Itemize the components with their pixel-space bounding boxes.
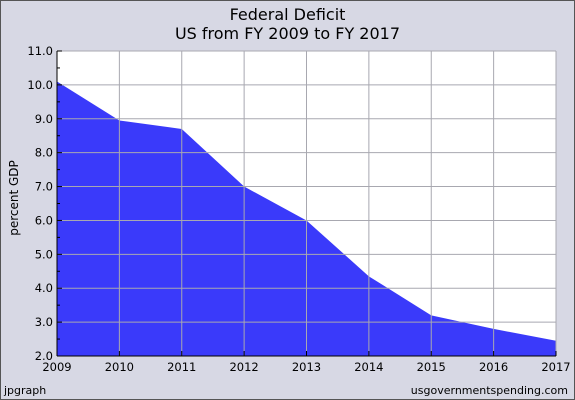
- x-tick-label: 2017: [541, 360, 570, 374]
- y-tick-label: 2.0: [35, 349, 53, 363]
- y-tick-label: 6.0: [35, 213, 53, 227]
- chart-subtitle: US from FY 2009 to FY 2017: [174, 24, 401, 43]
- y-tick-label: 11.0: [27, 44, 53, 58]
- footer-source: usgovernmentspending.com: [410, 384, 568, 397]
- x-tick-label: 2014: [354, 360, 383, 374]
- y-tick-label: 10.0: [27, 78, 53, 92]
- x-tick-label: 2012: [229, 360, 258, 374]
- x-tick-label: 2011: [167, 360, 196, 374]
- footer-credit: jpgraph: [4, 384, 47, 397]
- y-tick-label: 8.0: [35, 146, 53, 160]
- y-tick-label: 5.0: [35, 247, 53, 261]
- x-tick-label: 2015: [417, 360, 446, 374]
- x-tick-label: 2010: [105, 360, 134, 374]
- x-tick-label: 2009: [42, 360, 71, 374]
- y-tick-label: 7.0: [35, 180, 53, 194]
- y-tick-label: 3.0: [35, 315, 53, 329]
- y-tick-label: 9.0: [35, 112, 53, 126]
- chart-title: Federal Deficit: [229, 5, 346, 24]
- x-tick-label: 2016: [479, 360, 508, 374]
- y-tick-label: 4.0: [35, 281, 53, 295]
- x-tick-label: 2013: [292, 360, 321, 374]
